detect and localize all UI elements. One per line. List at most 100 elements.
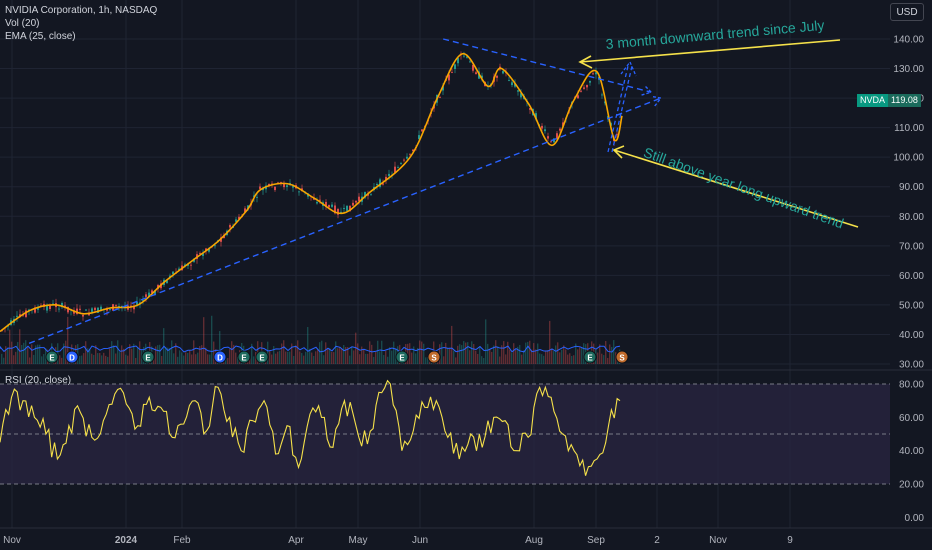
rsi-tick-label: 60.00 bbox=[899, 413, 924, 424]
rsi-tick-label: 20.00 bbox=[899, 480, 924, 491]
candle-body bbox=[85, 309, 87, 311]
volume-bar bbox=[59, 355, 61, 364]
volume-bar bbox=[93, 354, 95, 364]
volume-bar bbox=[483, 357, 485, 364]
candle-body bbox=[76, 308, 78, 314]
rsi-line bbox=[0, 379, 621, 476]
volume-bar bbox=[133, 343, 135, 364]
volume-bar bbox=[353, 350, 355, 364]
volume-bar bbox=[461, 345, 463, 364]
candle-body bbox=[400, 163, 402, 164]
volume-bar bbox=[313, 355, 315, 364]
candle-body bbox=[208, 248, 210, 252]
volume-bar bbox=[311, 352, 313, 364]
volume-bar bbox=[227, 357, 229, 364]
volume-bar bbox=[111, 341, 113, 364]
event-marker-e[interactable]: E bbox=[395, 350, 409, 364]
candle-body bbox=[349, 205, 351, 212]
volume-bar bbox=[527, 341, 529, 364]
volume-bar bbox=[219, 331, 221, 364]
volume-bar bbox=[139, 341, 141, 364]
volume-bar bbox=[159, 344, 161, 364]
volume-bar bbox=[419, 340, 421, 364]
volume-bar bbox=[187, 352, 189, 364]
volume-bar bbox=[379, 351, 381, 364]
time-tick-label: Aug bbox=[525, 535, 543, 546]
event-marker-e[interactable]: E bbox=[255, 350, 269, 364]
arrow-top-head bbox=[578, 55, 593, 69]
trendline-arrowhead bbox=[650, 95, 663, 107]
event-marker-circle bbox=[45, 350, 59, 364]
volume-bar bbox=[573, 355, 575, 364]
candle-body bbox=[283, 183, 285, 188]
candle-body bbox=[439, 97, 441, 99]
volume-bar bbox=[375, 352, 377, 364]
volume-bar bbox=[361, 346, 363, 364]
event-marker-s[interactable]: S bbox=[615, 350, 629, 364]
candle-body bbox=[466, 56, 468, 58]
volume-bars bbox=[0, 315, 621, 364]
volume-bar bbox=[97, 353, 99, 364]
candle-body bbox=[25, 310, 27, 317]
event-marker-letter: E bbox=[241, 354, 247, 363]
event-marker-e[interactable]: E bbox=[45, 350, 59, 364]
candle-body bbox=[298, 191, 300, 193]
volume-bar bbox=[575, 343, 577, 364]
candle-body bbox=[172, 271, 174, 275]
event-marker-s[interactable]: S bbox=[427, 350, 441, 364]
candle-body bbox=[49, 305, 51, 309]
volume-bar bbox=[113, 345, 115, 364]
volume-bar bbox=[487, 343, 489, 364]
volume-bar bbox=[321, 340, 323, 364]
candle-body bbox=[601, 94, 603, 96]
candle-body bbox=[34, 307, 36, 313]
volume-bar bbox=[295, 345, 297, 364]
candle-body bbox=[253, 195, 255, 197]
candle-body bbox=[472, 64, 474, 71]
time-tick-label: Feb bbox=[173, 535, 191, 546]
trendline-2 bbox=[443, 38, 652, 93]
volume-bar bbox=[341, 348, 343, 364]
volume-bar bbox=[249, 357, 251, 364]
volume-bar bbox=[383, 355, 385, 364]
volume-bar bbox=[117, 340, 119, 364]
event-marker-d[interactable]: D bbox=[65, 350, 79, 364]
event-marker-circle bbox=[237, 350, 251, 364]
volume-bar bbox=[349, 355, 351, 364]
rsi-tick-label: 40.00 bbox=[899, 446, 924, 457]
volume-bar bbox=[493, 345, 495, 364]
candle-body bbox=[16, 315, 18, 317]
arrow-top-shaft bbox=[579, 39, 841, 63]
event-marker-letter: E bbox=[145, 354, 151, 363]
volume-bar bbox=[447, 348, 449, 364]
candle-body bbox=[514, 83, 516, 87]
volume-bar bbox=[489, 348, 491, 364]
event-marker-circle bbox=[583, 350, 597, 364]
candle-body bbox=[142, 300, 144, 301]
event-marker-d[interactable]: D bbox=[213, 350, 227, 364]
volume-bar bbox=[355, 332, 357, 364]
volume-bar bbox=[539, 353, 541, 364]
volume-bar bbox=[15, 351, 17, 364]
event-marker-e[interactable]: E bbox=[583, 350, 597, 364]
candle-body bbox=[388, 173, 390, 177]
event-marker-e[interactable]: E bbox=[237, 350, 251, 364]
volume-bar bbox=[531, 349, 533, 364]
price-tick-label: 110.00 bbox=[894, 123, 924, 134]
candle-body bbox=[520, 93, 522, 98]
event-marker-e[interactable]: E bbox=[141, 350, 155, 364]
candle-body bbox=[370, 194, 372, 196]
volume-bar bbox=[601, 353, 603, 364]
rsi-tick-label: 80.00 bbox=[899, 380, 924, 391]
volume-bar bbox=[423, 343, 425, 364]
price-tick-label: 140.00 bbox=[893, 35, 924, 46]
volume-bar bbox=[317, 349, 319, 364]
volume-bar bbox=[377, 340, 379, 364]
volume-bar bbox=[523, 350, 525, 364]
volume-bar bbox=[387, 356, 389, 364]
currency-button[interactable]: USD bbox=[890, 3, 924, 21]
current-price-label: NVDA 119.08 bbox=[857, 94, 921, 107]
volume-bar bbox=[457, 345, 459, 364]
